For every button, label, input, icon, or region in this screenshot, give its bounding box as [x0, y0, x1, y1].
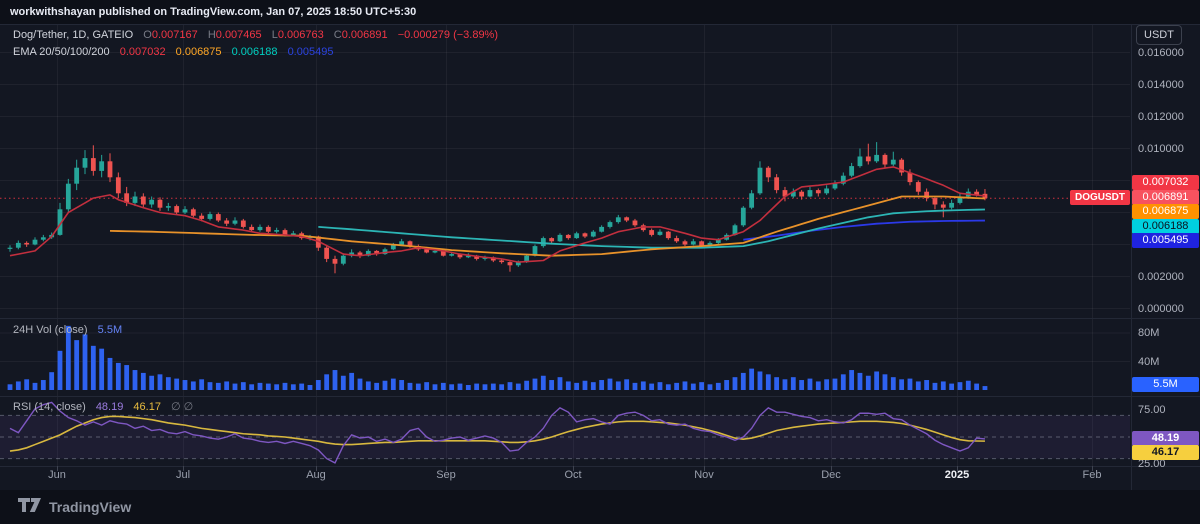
- price-axis-badge: 0.006188: [1132, 218, 1199, 234]
- rsi-tick-label: 75.00: [1138, 404, 1166, 416]
- time-axis-label-jun[interactable]: Jun: [48, 469, 66, 481]
- ema50-value: 0.006875: [175, 46, 222, 58]
- rsi-legend: RSI (14, close) 48.19 46.17 ∅ ∅: [13, 400, 193, 413]
- ema100-value: 0.006188: [231, 46, 278, 58]
- volume-tick-label: 80M: [1138, 327, 1160, 339]
- attribution-text: workwithshayan published on TradingView.…: [10, 6, 417, 18]
- volume-bars: [7, 325, 988, 390]
- rsi-axis-badge: 48.19: [1132, 430, 1199, 446]
- price-tick-label: 0.014000: [1138, 78, 1184, 91]
- rsi-axis-badge: 46.17: [1132, 444, 1199, 460]
- rsi-ma-line: [9, 415, 985, 452]
- price-axis-badge: 0.007032: [1132, 174, 1199, 190]
- rsi-null-values: ∅ ∅: [171, 401, 194, 413]
- price-axis-badge: 0.006891: [1132, 189, 1199, 205]
- time-axis-label-dec[interactable]: Dec: [821, 469, 841, 481]
- close-value: 0.006891: [341, 29, 388, 41]
- ema20-value: 0.007032: [119, 46, 166, 58]
- time-axis-label-oct[interactable]: Oct: [564, 469, 582, 481]
- footer-bar: TradingView: [0, 490, 1200, 524]
- ema100-line: [318, 208, 985, 249]
- volume-legend: 24H Vol (close) 5.5M: [13, 324, 122, 336]
- ema50-line: [109, 195, 986, 257]
- high-value: 0.007465: [215, 29, 262, 41]
- ema-legend-row: EMA 20/50/100/200 0.007032 0.006875 0.00…: [13, 44, 498, 61]
- ema200-line: [743, 219, 985, 241]
- rsi-line: [9, 401, 986, 464]
- ema-label[interactable]: EMA 20/50/100/200: [13, 46, 110, 58]
- time-axis-label-feb[interactable]: Feb: [1082, 469, 1102, 481]
- gridlines: [0, 24, 1130, 466]
- rsi-legend-label[interactable]: RSI (14, close): [13, 401, 86, 413]
- ema200-value: 0.005495: [287, 46, 334, 58]
- main-legend: Dog/Tether, 1D, GATEIO O0.007167 H0.0074…: [13, 27, 498, 61]
- high-label: H: [207, 29, 216, 41]
- volume-tick-label: 40M: [1138, 355, 1160, 368]
- time-axis-label-jul[interactable]: Jul: [175, 469, 191, 481]
- volume-legend-value: 5.5M: [97, 324, 123, 336]
- price-tick-label: 0.016000: [1138, 46, 1184, 59]
- symbol-title[interactable]: Dog/Tether, 1D, GATEIO: [13, 29, 134, 41]
- candles-layer: [7, 142, 988, 274]
- rsi-value: 48.19: [95, 401, 124, 413]
- price-axis-badge: 0.006875: [1132, 204, 1199, 219]
- symbol-legend-row: Dog/Tether, 1D, GATEIO O0.007167 H0.0074…: [13, 27, 498, 44]
- attribution-bar: workwithshayan published on TradingView.…: [0, 0, 1200, 24]
- price-tick-label: 0.012000: [1138, 110, 1184, 123]
- volume-axis-badge: 5.5M: [1132, 376, 1199, 392]
- close-label: C: [333, 29, 342, 41]
- low-value: 0.006763: [277, 29, 324, 41]
- open-value: 0.007167: [151, 29, 198, 41]
- ema-lines: [9, 166, 986, 263]
- time-axis-label-nov[interactable]: Nov: [694, 469, 714, 481]
- rsi-tick-label: 25.00: [1138, 458, 1166, 470]
- ema20-line: [9, 166, 986, 263]
- price-tick-label: 0.010000: [1138, 142, 1184, 155]
- brand-name[interactable]: TradingView: [49, 499, 132, 515]
- time-axis-label-2025[interactable]: 2025: [944, 469, 970, 481]
- open-label: O: [143, 29, 152, 41]
- price-tick-label: 0.002000: [1138, 270, 1184, 283]
- price-axis-badge: 0.005495: [1132, 233, 1199, 248]
- volume-legend-label[interactable]: 24H Vol (close): [13, 324, 88, 336]
- rsi-lines: [9, 401, 986, 464]
- time-axis-label-sep[interactable]: Sep: [436, 469, 456, 481]
- tradingview-logo-icon[interactable]: [18, 497, 42, 517]
- change-value: −0.000279 (−3.89%): [397, 29, 499, 41]
- symbol-price-tag: DOGUSDT: [1070, 190, 1130, 205]
- price-tick-label: 0.000000: [1138, 302, 1184, 315]
- time-axis-label-aug[interactable]: Aug: [306, 469, 326, 481]
- rsi-band: [0, 414, 1130, 460]
- rsi-ma-value: 46.17: [133, 401, 161, 413]
- low-label: L: [271, 29, 278, 41]
- currency-button[interactable]: USDT: [1136, 25, 1182, 45]
